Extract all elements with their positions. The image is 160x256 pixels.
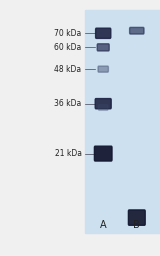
- FancyBboxPatch shape: [130, 27, 144, 34]
- Text: 60 kDa: 60 kDa: [54, 43, 82, 52]
- FancyBboxPatch shape: [98, 105, 108, 110]
- FancyBboxPatch shape: [98, 66, 108, 72]
- Text: 21 kDa: 21 kDa: [55, 149, 82, 158]
- Text: 36 kDa: 36 kDa: [54, 99, 82, 108]
- FancyBboxPatch shape: [128, 210, 145, 225]
- Text: 48 kDa: 48 kDa: [54, 65, 82, 74]
- FancyBboxPatch shape: [97, 44, 109, 51]
- Text: B: B: [133, 220, 140, 230]
- Text: 70 kDa: 70 kDa: [54, 29, 82, 38]
- Bar: [85, 10, 160, 233]
- FancyBboxPatch shape: [95, 99, 111, 109]
- FancyBboxPatch shape: [94, 146, 112, 161]
- Text: A: A: [100, 220, 107, 230]
- FancyBboxPatch shape: [96, 28, 111, 38]
